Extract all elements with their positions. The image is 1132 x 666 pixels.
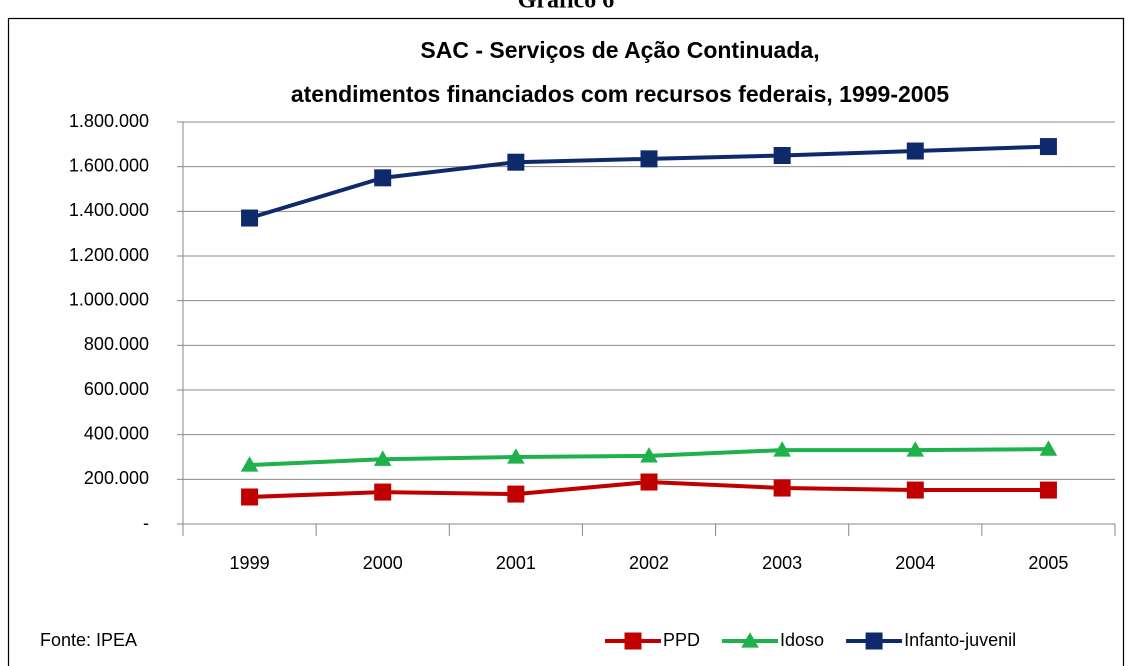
marker xyxy=(640,473,658,491)
chart-title: atendimentos financiados com recursos fe… xyxy=(291,81,950,107)
legend-marker xyxy=(624,632,642,650)
legend-marker xyxy=(865,632,883,650)
x-tick-label: 2004 xyxy=(895,553,935,573)
marker xyxy=(241,209,259,227)
legend-label: Infanto-juvenil xyxy=(904,630,1016,650)
marker xyxy=(374,169,392,187)
y-tick-label: 1.200.000 xyxy=(69,245,149,265)
marker xyxy=(906,142,924,160)
source: Fonte: IPEA xyxy=(40,630,137,650)
legend-label: Idoso xyxy=(780,630,824,650)
y-tick-label: 1.000.000 xyxy=(69,289,149,309)
x-tick-label: 2000 xyxy=(363,553,403,573)
marker xyxy=(773,147,791,164)
marker xyxy=(773,479,791,497)
marker xyxy=(906,441,925,457)
marker xyxy=(773,441,791,457)
marker xyxy=(507,485,525,503)
x-tick-label: 1999 xyxy=(230,553,270,573)
marker xyxy=(640,150,658,168)
marker xyxy=(240,456,259,472)
y-tick-label: - xyxy=(143,513,149,533)
marker xyxy=(507,448,525,464)
y-tick-label: 600.000 xyxy=(84,379,149,399)
marker xyxy=(373,450,392,466)
y-tick-label: 400.000 xyxy=(84,423,149,443)
marker xyxy=(241,488,259,506)
chart-border xyxy=(7,17,1125,666)
x-tick-label: 2003 xyxy=(762,553,802,573)
marker xyxy=(1039,481,1057,499)
y-tick-label: 1.400.000 xyxy=(69,200,149,220)
y-tick-label: 1.600.000 xyxy=(69,155,149,175)
x-tick-label: 2005 xyxy=(1028,553,1068,573)
marker xyxy=(640,447,658,463)
caption: Gráfico 6 xyxy=(518,0,615,14)
legend-label: PPD xyxy=(663,630,700,650)
marker xyxy=(507,153,525,171)
x-tick-label: 2001 xyxy=(496,553,536,573)
marker xyxy=(906,481,924,499)
y-tick-label: 1.800.000 xyxy=(69,111,149,131)
chart-title: SAC - Serviços de Ação Continuada, xyxy=(420,37,819,63)
y-tick-label: 200.000 xyxy=(84,468,149,488)
x-tick-label: 2002 xyxy=(629,553,669,573)
marker xyxy=(1039,440,1058,456)
legend-marker xyxy=(741,632,759,648)
y-tick-label: 800.000 xyxy=(84,334,149,354)
marker xyxy=(374,483,392,501)
marker xyxy=(1039,138,1057,156)
